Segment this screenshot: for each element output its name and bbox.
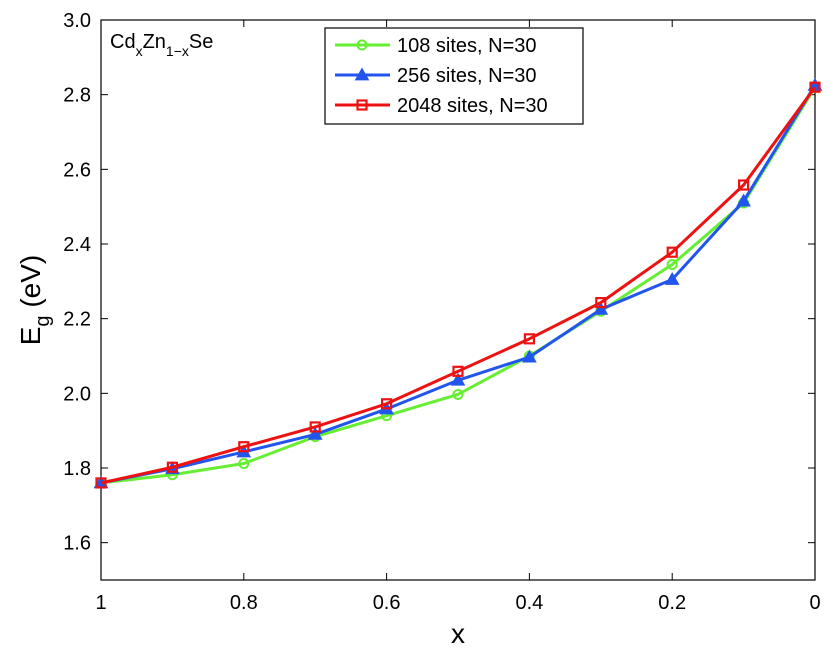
data-point-3 [381, 398, 393, 410]
legend-label-2: 256 sites, N=30 [397, 65, 537, 87]
series-layer [93, 77, 823, 489]
x-tick-label: 0.6 [373, 592, 401, 614]
y-tick-label: 1.6 [63, 533, 91, 555]
composition-annotation: CdxZn1−xSe [110, 31, 213, 59]
data-point-2 [522, 349, 537, 363]
x-tick-label: 0.4 [515, 592, 543, 614]
series-line-3 [100, 86, 817, 485]
y-tick-label: 3.0 [63, 10, 91, 32]
data-point-2 [664, 271, 680, 285]
legend-marker-2 [354, 67, 370, 81]
data-point-3 [809, 81, 821, 93]
data-point-3 [595, 297, 607, 309]
data-point-3 [238, 441, 250, 453]
x-tick-label: 0.8 [230, 592, 258, 614]
data-point-1 [452, 388, 464, 400]
data-point-1 [238, 458, 250, 470]
data-point-2 [450, 372, 466, 386]
data-point-2 [593, 301, 609, 315]
axis-ticks: 1 0.8 0.6 0.4 0.2 0 1.6 1.8 2.0 2.2 2.4 2.6 2.8 3.0 [63, 10, 820, 614]
data-point-3 [166, 461, 178, 473]
legend: 108 sites, N=30 256 sites, N=30 2048 sites… [324, 27, 584, 125]
legend-items: 108 sites, N=30 256 sites, N=30 2048 sites… [335, 35, 548, 117]
legend-label-3: 2048 sites, N=30 [397, 95, 548, 117]
y-tick-label: 2.8 [63, 85, 91, 107]
y-tick-label: 2.4 [63, 234, 91, 256]
data-point-3 [95, 477, 107, 489]
legend-marker-3 [356, 99, 368, 111]
legend-label-1: 108 sites, N=30 [397, 35, 537, 57]
data-point-2 [307, 426, 323, 440]
data-point-3 [737, 179, 750, 191]
y-tick-label: 1.8 [63, 458, 91, 480]
data-point-3 [666, 246, 678, 258]
x-tick-label: 0 [809, 592, 820, 614]
x-axis-label: x [451, 618, 465, 649]
y-tick-label: 2.6 [63, 159, 91, 181]
data-point-2 [736, 193, 751, 207]
y-tick-label: 2.2 [63, 309, 91, 331]
y-axis-label: Eg (eV) [15, 255, 54, 346]
x-tick-label: 1 [95, 592, 106, 614]
data-point-3 [523, 333, 536, 345]
series-3 [95, 81, 821, 489]
y-tick-label: 2.0 [63, 383, 91, 405]
data-point-1 [666, 259, 678, 271]
data-point-2 [807, 77, 823, 91]
data-point-3 [452, 365, 464, 377]
x-tick-label: 0.2 [658, 592, 686, 614]
data-point-3 [309, 421, 321, 433]
series-line-1 [100, 86, 817, 485]
legend-marker-1 [356, 39, 368, 51]
